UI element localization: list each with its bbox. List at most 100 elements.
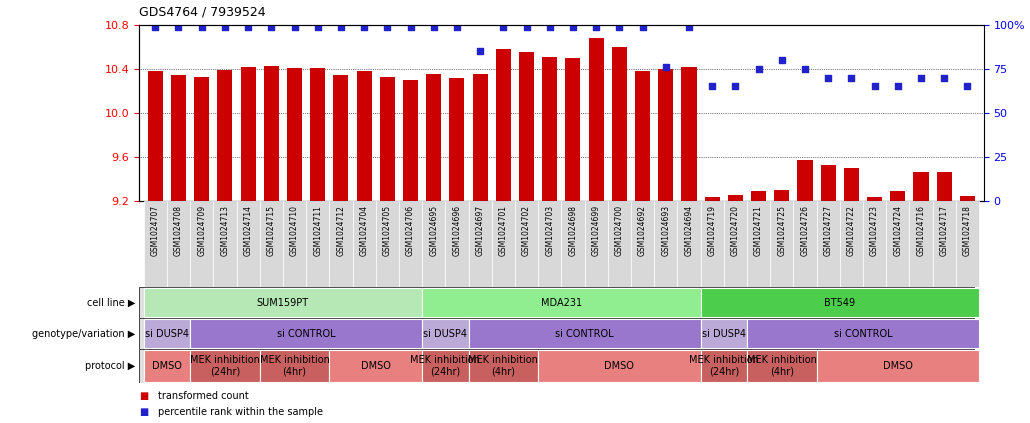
Text: GSM1024712: GSM1024712 — [337, 205, 345, 256]
Bar — [195, 77, 209, 201]
Point — [564, 23, 581, 30]
Point — [449, 23, 466, 30]
Point — [866, 83, 883, 90]
Bar — [747, 319, 978, 348]
Text: GSM1024700: GSM1024700 — [615, 205, 624, 256]
Point — [657, 64, 674, 71]
Text: GSM1024708: GSM1024708 — [174, 205, 183, 256]
Text: GSM1024698: GSM1024698 — [569, 205, 578, 256]
Bar — [171, 75, 186, 201]
Bar — [422, 201, 445, 287]
Text: MEK inhibition
(4hr): MEK inhibition (4hr) — [747, 355, 817, 377]
Point — [216, 23, 233, 30]
Point — [890, 83, 906, 90]
Text: GSM1024719: GSM1024719 — [708, 205, 717, 256]
Bar — [909, 201, 932, 287]
Point — [844, 74, 860, 81]
Bar — [956, 201, 978, 287]
Bar — [561, 201, 585, 287]
Bar — [144, 350, 191, 382]
Point — [425, 23, 442, 30]
Bar — [839, 201, 863, 287]
Point — [495, 23, 512, 30]
Text: GSM1024702: GSM1024702 — [522, 205, 531, 256]
Text: MEK inhibition
(24hr): MEK inhibition (24hr) — [410, 355, 480, 377]
Text: GDS4764 / 7939524: GDS4764 / 7939524 — [139, 5, 266, 19]
Point — [240, 23, 256, 30]
Bar — [399, 201, 422, 287]
Bar — [867, 197, 882, 201]
Text: si CONTROL: si CONTROL — [277, 329, 336, 338]
Bar — [473, 74, 487, 201]
Point — [356, 23, 373, 30]
Point — [820, 74, 836, 81]
Text: GSM1024703: GSM1024703 — [545, 205, 554, 256]
Text: GSM1024697: GSM1024697 — [476, 205, 485, 256]
Bar — [914, 172, 928, 201]
Text: MEK inhibition
(24hr): MEK inhibition (24hr) — [689, 355, 759, 377]
Bar — [890, 191, 905, 201]
Bar — [821, 165, 835, 201]
Bar — [636, 71, 650, 201]
Bar — [356, 71, 372, 201]
Text: MDA231: MDA231 — [541, 298, 582, 308]
Bar — [960, 196, 975, 201]
Text: percentile rank within the sample: percentile rank within the sample — [158, 407, 322, 418]
Bar — [608, 201, 631, 287]
Point — [542, 23, 558, 30]
Bar — [932, 201, 956, 287]
Point — [611, 23, 627, 30]
Bar — [445, 201, 469, 287]
Text: GSM1024695: GSM1024695 — [430, 205, 438, 256]
Bar — [213, 201, 237, 287]
Bar — [612, 47, 627, 201]
Bar — [426, 74, 441, 201]
Text: GSM1024724: GSM1024724 — [893, 205, 902, 256]
Bar — [217, 70, 233, 201]
Text: GSM1024722: GSM1024722 — [847, 205, 856, 256]
Text: GSM1024692: GSM1024692 — [638, 205, 647, 256]
Bar — [241, 67, 255, 201]
Bar — [565, 58, 581, 201]
Point — [750, 66, 766, 72]
Text: MEK inhibition
(4hr): MEK inhibition (4hr) — [469, 355, 539, 377]
Text: protocol ▶: protocol ▶ — [84, 361, 135, 371]
Point — [703, 83, 720, 90]
Text: si DUSP4: si DUSP4 — [701, 329, 746, 338]
Bar — [191, 201, 213, 287]
Point — [379, 23, 396, 30]
Text: MEK inhibition
(4hr): MEK inhibition (4hr) — [260, 355, 330, 377]
Text: GSM1024721: GSM1024721 — [754, 205, 763, 256]
Bar — [287, 68, 302, 201]
Text: GSM1024726: GSM1024726 — [800, 205, 810, 256]
Point — [147, 23, 164, 30]
Text: si CONTROL: si CONTROL — [555, 329, 614, 338]
Text: GSM1024717: GSM1024717 — [939, 205, 949, 256]
Text: GSM1024693: GSM1024693 — [661, 205, 671, 256]
Bar — [654, 201, 678, 287]
Point — [170, 23, 186, 30]
Bar — [793, 201, 817, 287]
Bar — [886, 201, 909, 287]
Bar — [538, 350, 700, 382]
Bar — [700, 319, 747, 348]
Text: GSM1024707: GSM1024707 — [150, 205, 160, 256]
Text: GSM1024709: GSM1024709 — [197, 205, 206, 256]
Text: GSM1024715: GSM1024715 — [267, 205, 276, 256]
Bar — [678, 201, 700, 287]
Bar — [380, 77, 394, 201]
Bar — [700, 350, 747, 382]
Text: DMSO: DMSO — [360, 361, 390, 371]
Bar — [728, 195, 743, 201]
Text: cell line ▶: cell line ▶ — [87, 298, 135, 308]
Point — [774, 57, 790, 63]
Bar — [191, 350, 260, 382]
Bar — [775, 190, 789, 201]
Point — [936, 74, 953, 81]
Text: GSM1024694: GSM1024694 — [685, 205, 693, 256]
Text: DMSO: DMSO — [883, 361, 913, 371]
Bar — [147, 71, 163, 201]
Bar — [724, 201, 747, 287]
Text: si CONTROL: si CONTROL — [833, 329, 892, 338]
Text: si DUSP4: si DUSP4 — [145, 329, 188, 338]
